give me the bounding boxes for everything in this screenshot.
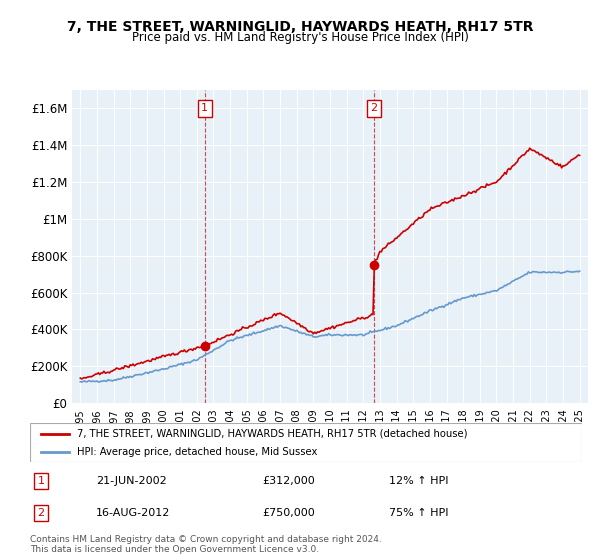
Text: 12% ↑ HPI: 12% ↑ HPI [389, 476, 448, 486]
Text: £750,000: £750,000 [262, 508, 314, 518]
Text: 1: 1 [38, 476, 44, 486]
FancyBboxPatch shape [30, 423, 582, 462]
Text: 7, THE STREET, WARNINGLID, HAYWARDS HEATH, RH17 5TR (detached house): 7, THE STREET, WARNINGLID, HAYWARDS HEAT… [77, 429, 467, 439]
Text: 16-AUG-2012: 16-AUG-2012 [96, 508, 170, 518]
Text: 1: 1 [201, 104, 208, 114]
Text: 7, THE STREET, WARNINGLID, HAYWARDS HEATH, RH17 5TR: 7, THE STREET, WARNINGLID, HAYWARDS HEAT… [67, 20, 533, 34]
Text: HPI: Average price, detached house, Mid Sussex: HPI: Average price, detached house, Mid … [77, 447, 317, 457]
Text: £312,000: £312,000 [262, 476, 314, 486]
Text: 2: 2 [37, 508, 44, 518]
Text: 2: 2 [370, 104, 377, 114]
Text: Price paid vs. HM Land Registry's House Price Index (HPI): Price paid vs. HM Land Registry's House … [131, 31, 469, 44]
Text: 75% ↑ HPI: 75% ↑ HPI [389, 508, 448, 518]
Text: 21-JUN-2002: 21-JUN-2002 [96, 476, 167, 486]
Text: Contains HM Land Registry data © Crown copyright and database right 2024.
This d: Contains HM Land Registry data © Crown c… [30, 535, 382, 554]
